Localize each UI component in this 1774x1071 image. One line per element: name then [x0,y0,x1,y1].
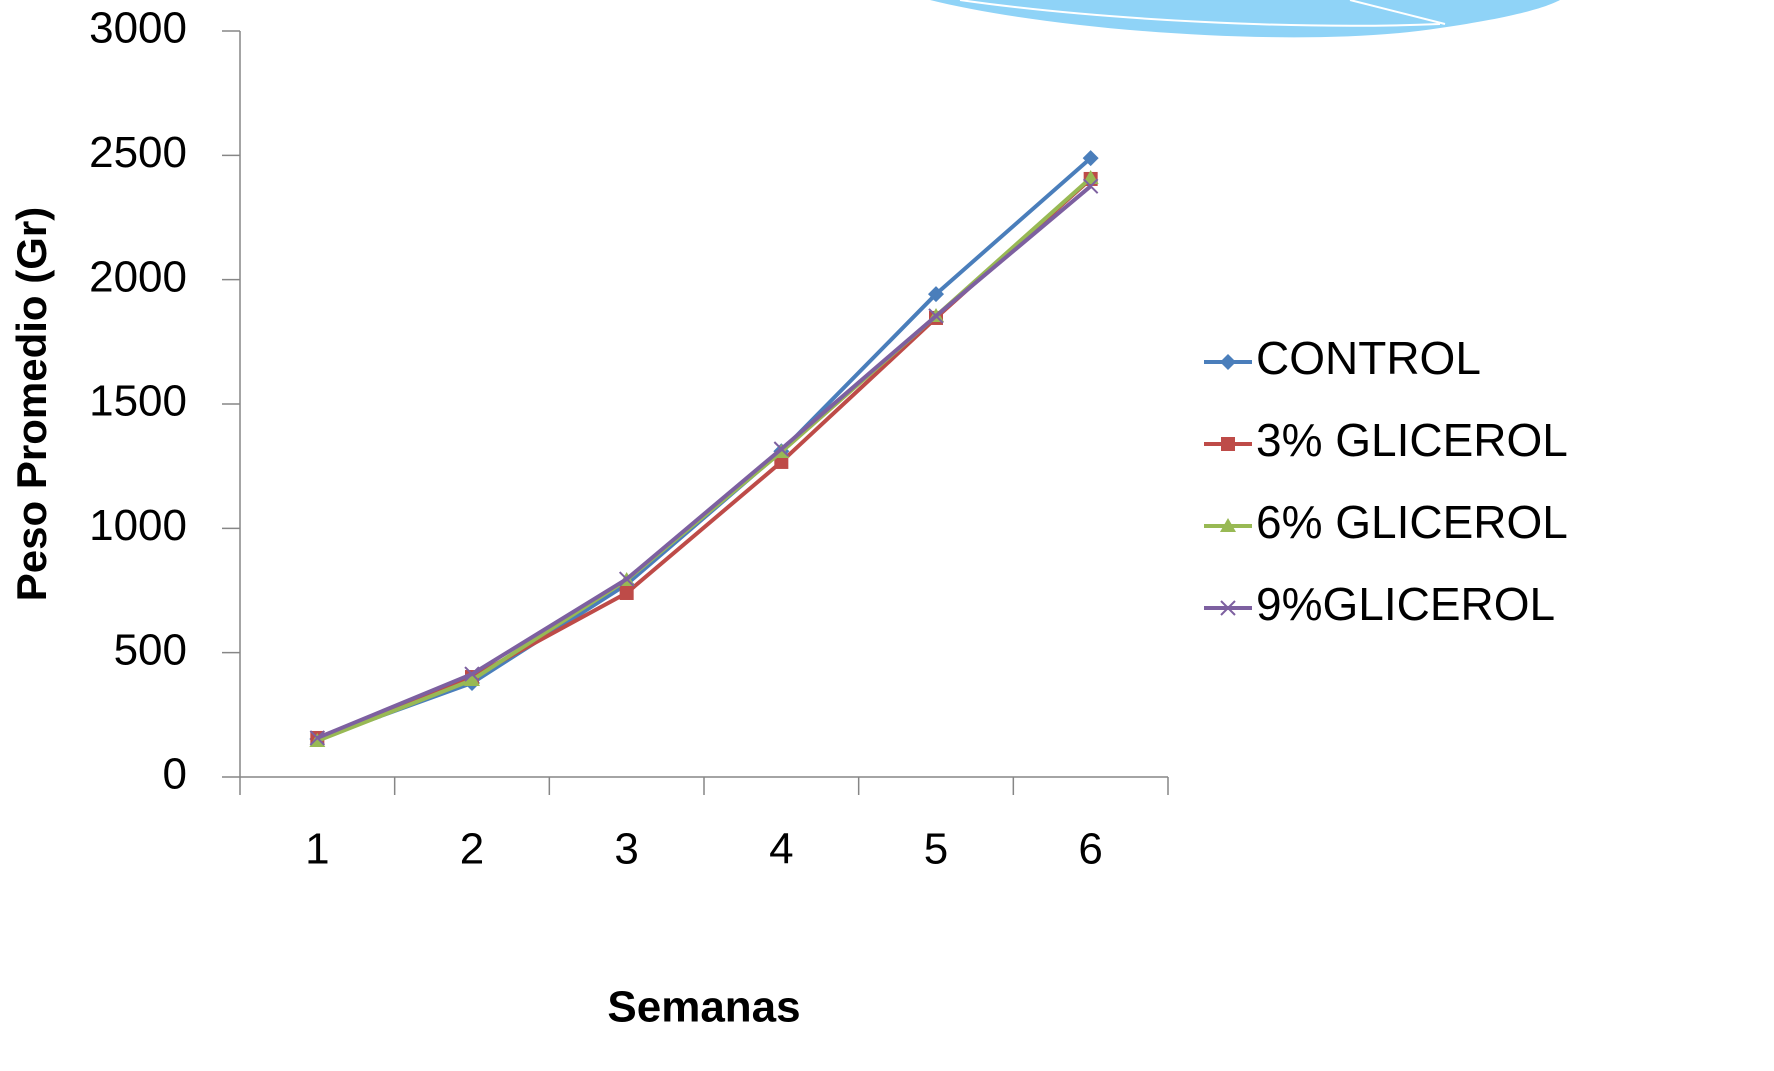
series-line [317,186,1090,738]
y-tick-label: 2000 [89,252,187,301]
legend-label: 9%GLICEROL [1256,578,1555,630]
x-tick-label: 5 [924,825,948,874]
y-tick-label: 3000 [89,4,187,53]
x-tick-label: 1 [305,825,329,874]
y-tick-label: 1500 [89,377,187,426]
y-tick-label: 2500 [89,128,187,177]
legend-label: 3% GLICEROL [1256,414,1568,466]
x-tick-label: 2 [460,825,484,874]
y-tick-label: 0 [163,750,187,799]
y-tick-label: 500 [114,625,187,674]
legend-label: CONTROL [1256,332,1481,384]
y-tick-label: 1000 [89,501,187,550]
x-tick-label: 3 [614,825,638,874]
legend-marker [1220,354,1236,370]
y-axis-title: Peso Promedio (Gr) [8,207,55,601]
x-tick-label: 4 [769,825,793,874]
legend-label: 6% GLICEROL [1256,496,1568,548]
series-line [317,179,1090,738]
chart: Semanas Peso Promedio (Gr) 0 500 1000 1500 2… [0,0,1774,1071]
decoration [930,0,1560,37]
legend-marker [1221,437,1235,451]
series-line [317,158,1090,739]
x-axis-title: Semanas [607,983,800,1032]
x-tick-label: 6 [1078,825,1102,874]
marker [620,586,634,600]
